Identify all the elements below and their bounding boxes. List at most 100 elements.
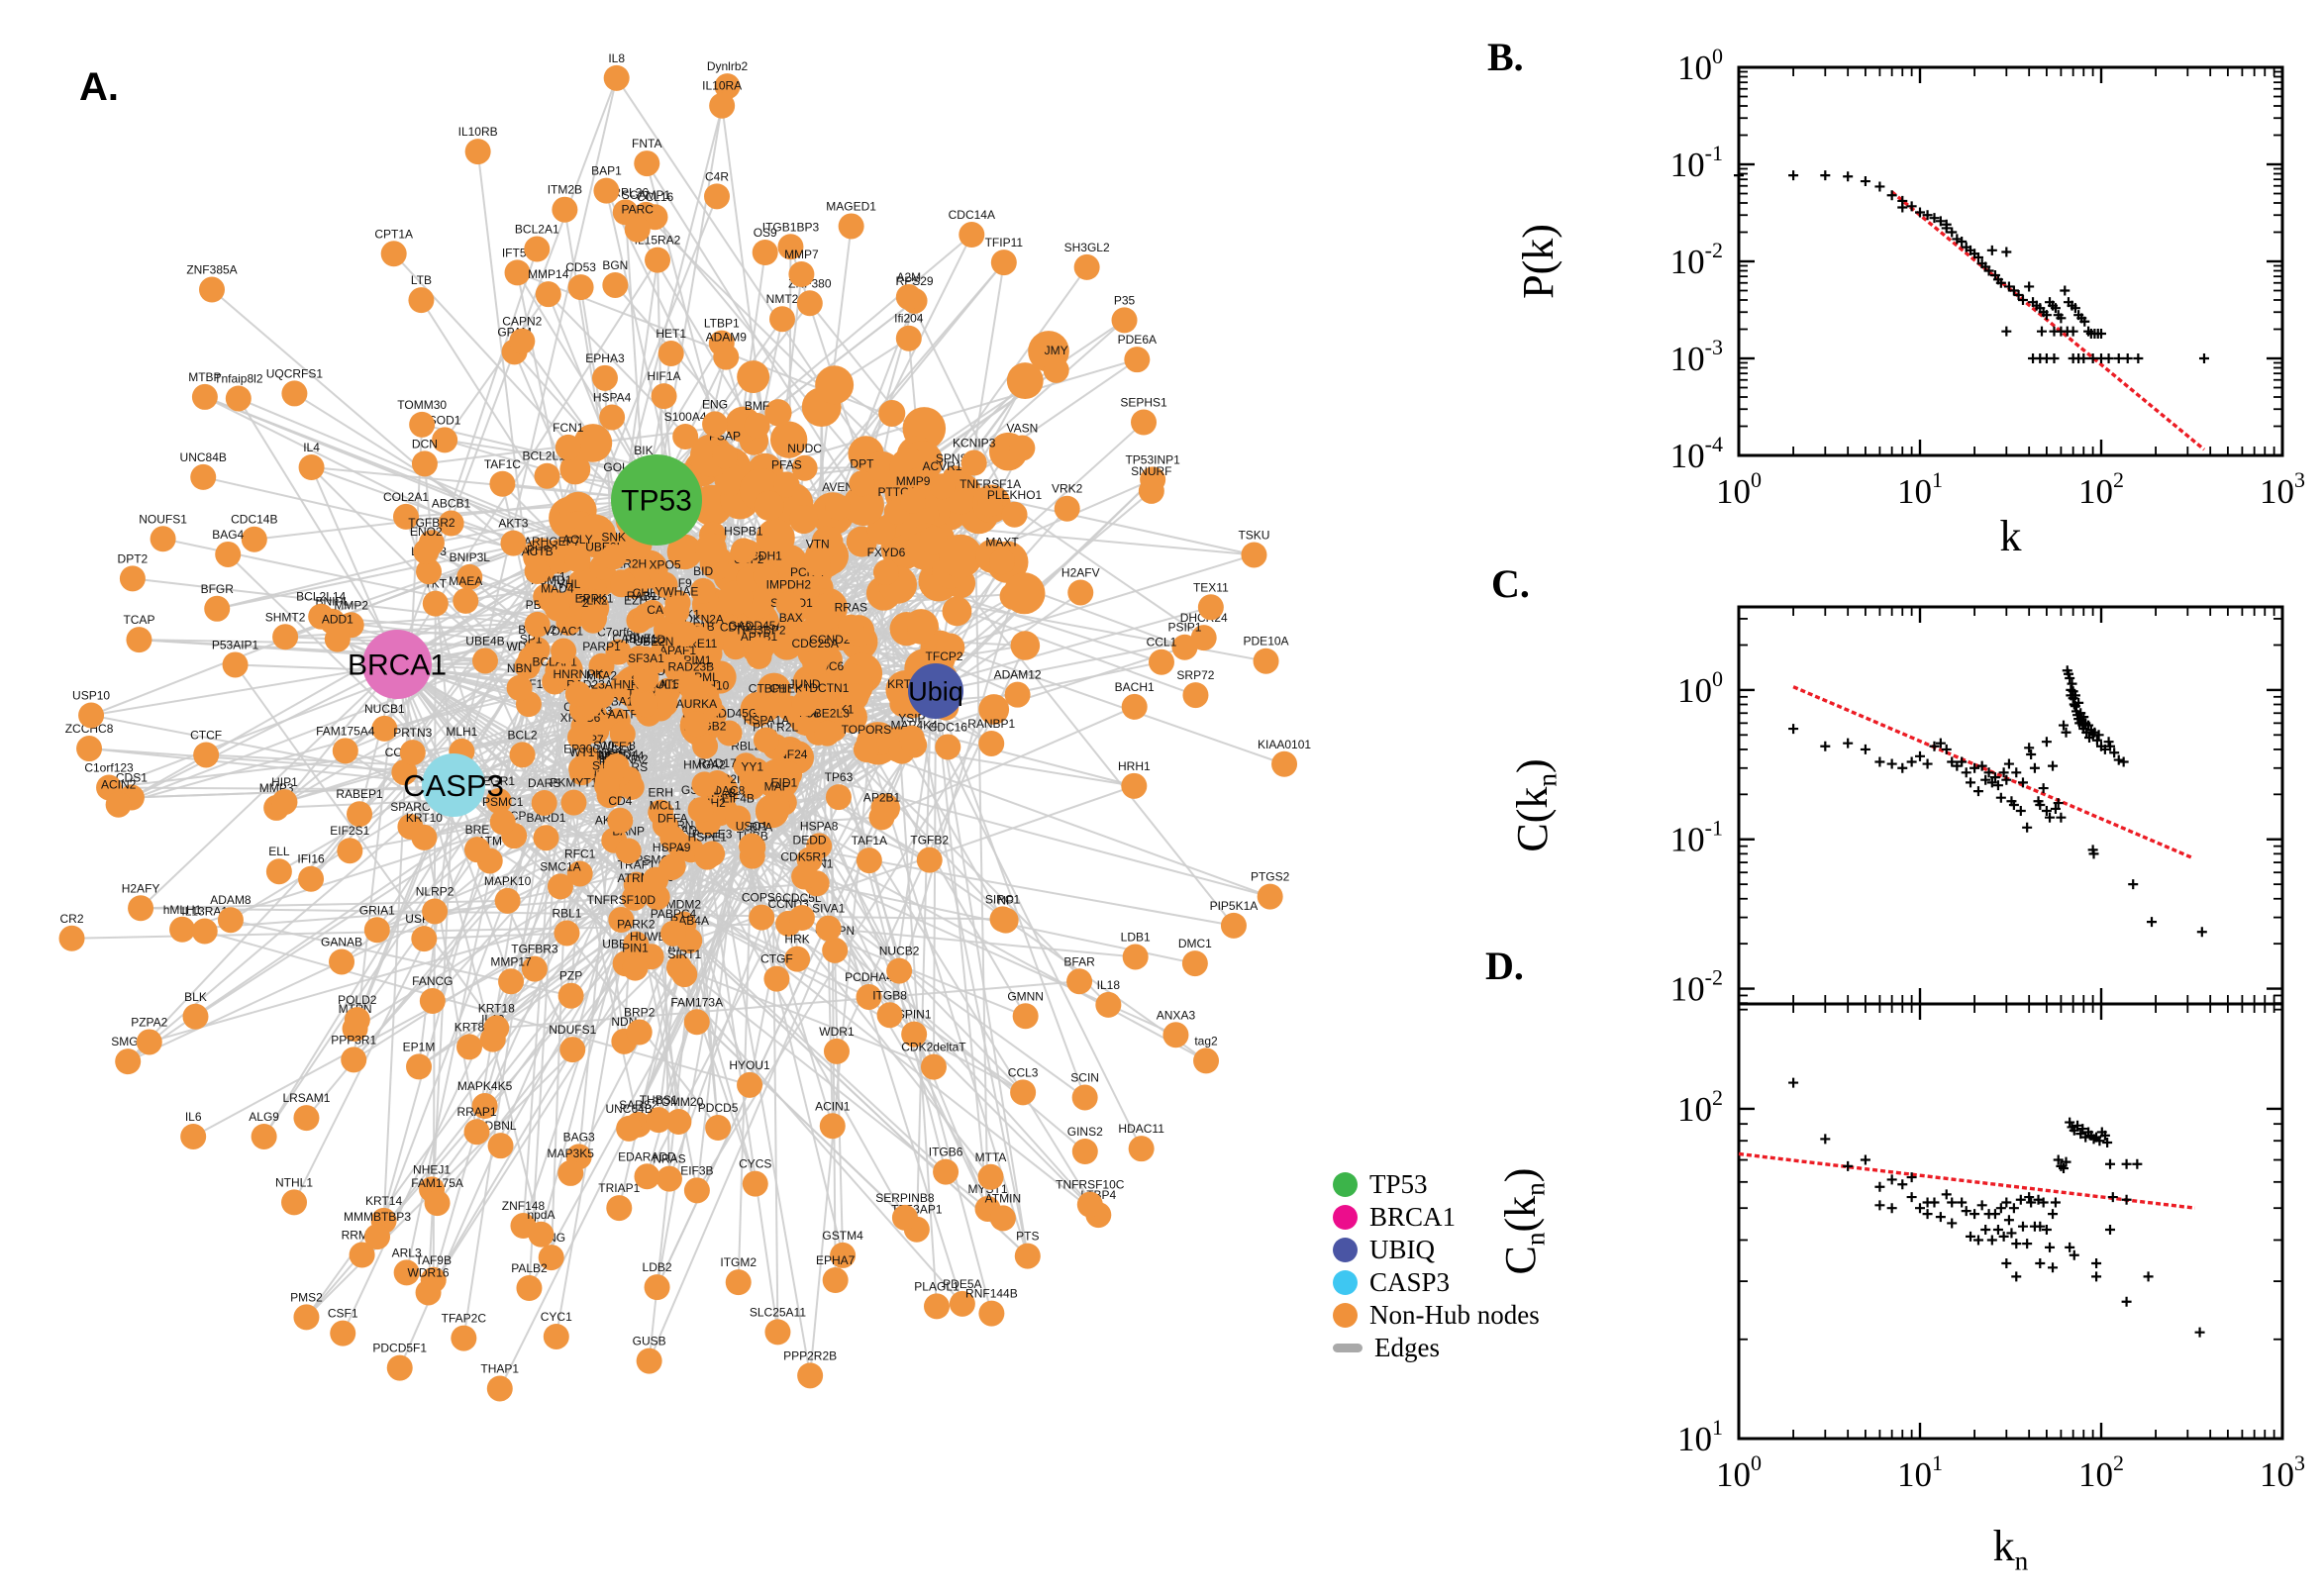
network-node: VDAC1 [544,625,583,664]
network-node: tag2 [1193,1034,1220,1074]
hub-node-tp53: TP53 [611,454,702,546]
svg-text:CDK5R1: CDK5R1 [780,849,828,863]
svg-text:HIF1A: HIF1A [648,369,681,383]
svg-text:TOMM30: TOMM30 [397,398,447,412]
network-node: SIRT1 [667,948,701,988]
svg-text:BAG4: BAG4 [212,528,244,542]
network-node: DBNL [485,1119,517,1159]
svg-text:HMGA2: HMGA2 [683,757,726,771]
network-node: FAM173A [670,995,723,1036]
svg-text:RRAS: RRAS [835,601,867,615]
svg-text:CR2: CR2 [60,912,84,926]
svg-text:PRTN3: PRTN3 [393,726,432,740]
svg-text:ACIN1: ACIN1 [815,1099,851,1113]
network-node: PZP [557,969,584,1009]
svg-text:RANBP1: RANBP1 [967,717,1015,731]
svg-text:PABPC4: PABPC4 [651,907,697,921]
network-node: CDC25A [791,637,839,676]
svg-text:DPT2: DPT2 [118,551,149,565]
network-node: TOMM20 [654,1095,704,1135]
svg-text:ERH: ERH [649,786,673,800]
network-node: H2AFV [1061,565,1100,606]
network-node: EPPK1 [575,592,614,632]
svg-text:CD4: CD4 [608,794,632,808]
network-node: BCL2 [508,728,538,768]
network-node: npdA [527,1208,555,1247]
y-axis-label: P(k) [1514,224,1563,299]
svg-text:DCN: DCN [412,437,438,450]
svg-text:BAP1: BAP1 [591,164,622,178]
network-node: CDK2 [720,620,752,660]
svg-text:PZP: PZP [559,969,582,983]
network-node: MAEA [449,574,482,614]
svg-text:C4R: C4R [705,169,729,183]
network-nodes: ERHNEDD8KARSDDB1PCNACDK2CCNE1UBA1CCND3CC… [58,51,1311,1402]
network-node: AATF [608,707,638,748]
network-node: CAPN2 [502,315,543,354]
svg-text:BCL2A1: BCL2A1 [515,223,559,237]
svg-text:ENO2: ENO2 [410,525,443,539]
svg-text:PSIP1: PSIP1 [1167,621,1201,635]
network-node: MTBP [188,370,222,410]
network-node: IL10RA [702,79,742,119]
svg-text:AVEN: AVEN [822,480,854,494]
svg-text:SEPHS1: SEPHS1 [1120,396,1167,410]
network-node: EIF2S1 [330,824,370,864]
svg-text:P35: P35 [1114,293,1136,307]
scatter-points [1788,665,2207,938]
network-node: PPP2R2B [783,1348,837,1389]
network-node: PLAGL1 [914,1279,960,1320]
network-node: CTBP1 [749,682,787,722]
network-node: MAXT [985,535,1019,575]
svg-text:PIN1: PIN1 [622,942,649,955]
network-node: ADAM12 [994,668,1042,708]
svg-text:ADAM12: ADAM12 [994,668,1042,682]
svg-text:SF3A1: SF3A1 [628,651,664,665]
network-node: COL2A1 [383,490,429,530]
network-node: AVEN [822,480,854,521]
network-node: MAGED1 [826,199,876,240]
svg-text:IL6: IL6 [185,1110,202,1124]
network-node: YWHAE [655,584,698,625]
network-node: BFAR [1063,954,1095,995]
svg-text:101: 101 [1897,467,1943,511]
svg-text:EP300: EP300 [563,742,599,755]
svg-text:HRH1: HRH1 [1118,759,1151,773]
svg-text:C1orf123: C1orf123 [84,760,134,774]
svg-text:GADD45A: GADD45A [728,619,783,633]
svg-text:FNTA: FNTA [632,137,661,150]
svg-text:ITGM2: ITGM2 [720,1255,757,1269]
svg-text:TAF1C: TAF1C [484,457,521,471]
svg-text:GMNN: GMNN [1007,989,1044,1003]
network-node: FXYD6 [867,546,906,586]
network-node: BCL2A1 [515,223,559,262]
network-node: CDK5R1 [780,849,828,890]
svg-text:BIK: BIK [634,444,653,457]
svg-text:LTBP1: LTBP1 [704,317,740,331]
svg-text:MTBP: MTBP [188,370,221,384]
network-node: CDH1 [750,549,782,589]
svg-text:UQCRFS1: UQCRFS1 [266,366,324,380]
network-node: NTHL1 [275,1175,313,1216]
network-node: PPP3R1 [331,1033,377,1073]
svg-text:ACVR1: ACVR1 [922,459,961,473]
network-node: MTTA [975,1150,1006,1190]
svg-text:ARHGEF7: ARHGEF7 [524,535,580,549]
svg-text:HYOU1: HYOU1 [729,1058,770,1072]
svg-text:ITGB8: ITGB8 [872,988,907,1002]
svg-text:UNC84B: UNC84B [180,450,227,464]
network-node: HSPA4 [593,390,632,431]
network-node: PABPC4 [651,907,697,947]
network-node: SOD1 [429,413,461,453]
network-node: MAD4 [541,581,574,622]
svg-text:RRAP1: RRAP1 [457,1105,497,1119]
network-node: RFC1 [564,847,596,887]
svg-text:BRCA1: BRCA1 [348,649,447,682]
network-node: S100A4 [664,410,707,449]
svg-text:CSF1: CSF1 [328,1307,358,1321]
network-node: ACIN1 [815,1099,851,1140]
svg-text:SLC25A11: SLC25A11 [750,1305,806,1319]
svg-text:LDB1: LDB1 [1121,930,1151,944]
network-node: ARL3 [392,1246,422,1286]
svg-text:TFAP2C: TFAP2C [442,1312,487,1326]
